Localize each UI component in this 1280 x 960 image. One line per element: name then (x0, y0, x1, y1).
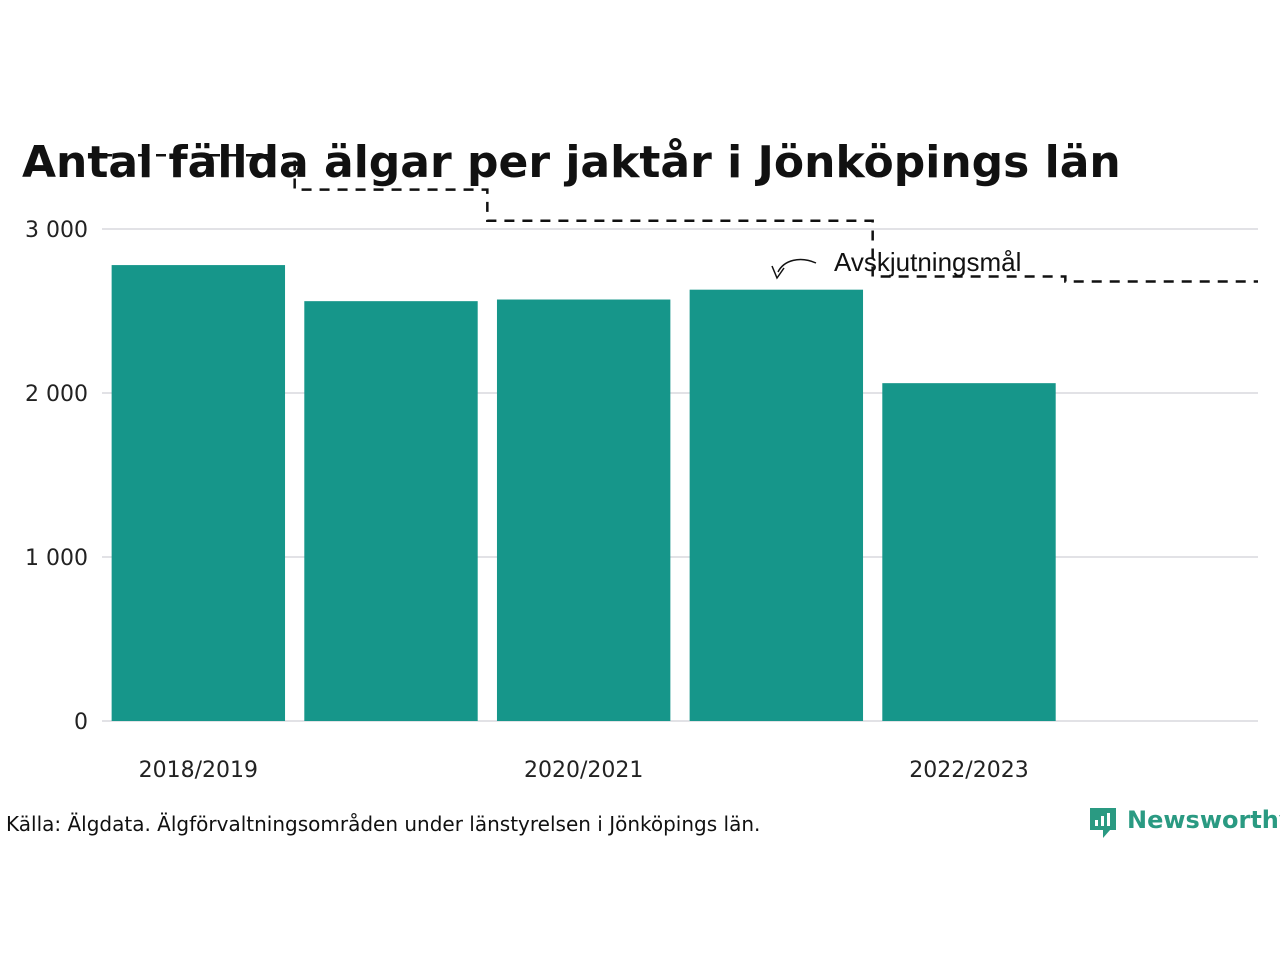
bar (304, 301, 478, 721)
x-tick-label: 2022/2023 (909, 758, 1028, 783)
bars (111, 265, 1056, 721)
bar (496, 299, 671, 721)
x-tick-label: 2018/2019 (139, 758, 258, 783)
bar (689, 289, 864, 721)
gridlines (102, 228, 1258, 722)
x-tick-label: 2020/2021 (524, 758, 643, 783)
bar (882, 383, 1056, 721)
target-label: Avskjutningsmål (834, 247, 1021, 277)
y-tick-label: 0 (74, 710, 88, 735)
chart-title: Antal fällda älgar per jaktår i Jönköpin… (22, 137, 1121, 188)
target-label-arrow (777, 258, 817, 273)
target-step-line (102, 153, 1258, 283)
source-note: Källa: Älgdata. Älgförvaltningsområden u… (6, 812, 760, 836)
x-axis-ticks: 2018/2019 2020/2021 2022/2023 (139, 758, 1029, 783)
target-label-arrowhead (771, 265, 785, 280)
y-tick-label: 1 000 (25, 546, 88, 571)
target-line (102, 153, 1258, 283)
y-axis-ticks: 0 1 000 2 000 3 000 (25, 218, 88, 735)
newsworthy-logo-icon (1090, 808, 1116, 838)
y-tick-label: 2 000 (25, 382, 88, 407)
bar (111, 265, 286, 721)
y-tick-label: 3 000 (25, 218, 88, 243)
brand-name: Newsworthy (1127, 806, 1280, 834)
